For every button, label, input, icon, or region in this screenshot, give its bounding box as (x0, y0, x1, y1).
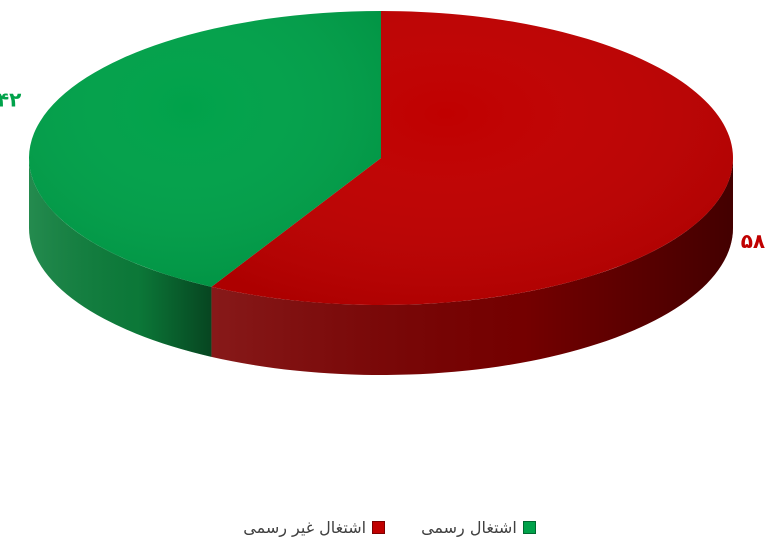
pie-slice-shade (28, 10, 381, 287)
legend-label: اشتغال رسمی (421, 517, 517, 537)
legend-swatch (522, 520, 536, 534)
legend-swatch (372, 520, 386, 534)
data-label-1: ۵۸ (741, 229, 765, 253)
pie-slice-shade (211, 11, 733, 305)
legend-label: اشتغال غیر رسمی (243, 517, 367, 537)
legend-item-formal[interactable]: اشتغال رسمی (421, 518, 536, 537)
legend: اشتغال رسمی اشتغال غیر رسمی (0, 512, 779, 542)
pie-side-shade (211, 158, 733, 375)
legend-item-informal[interactable]: اشتغال غیر رسمی (243, 517, 386, 537)
pie-side-shade (29, 158, 212, 357)
data-label-0: ۴۲ (0, 88, 21, 112)
